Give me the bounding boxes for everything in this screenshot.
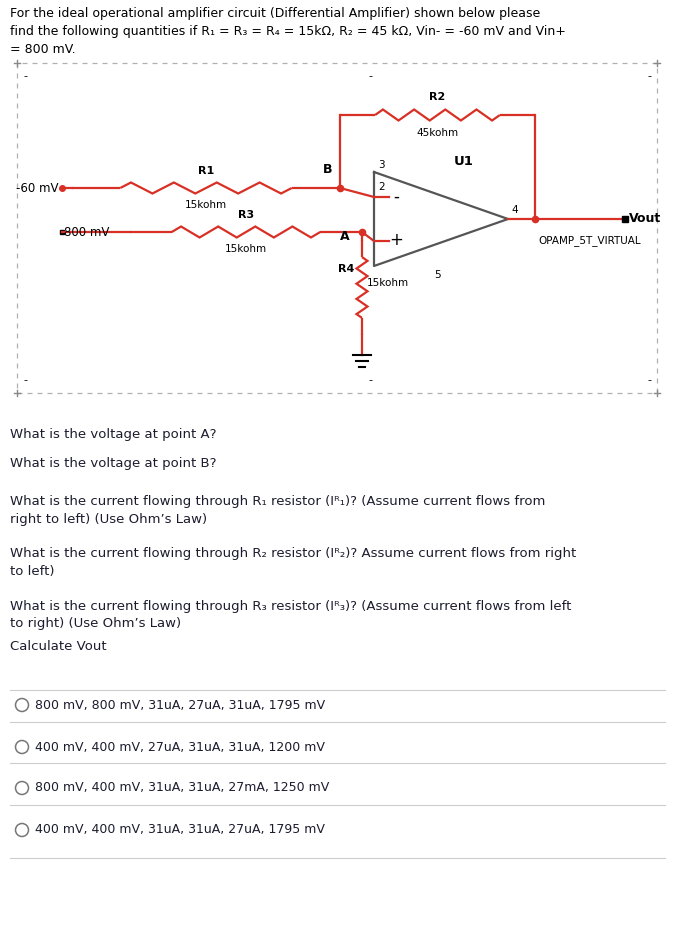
Text: R3: R3	[238, 210, 254, 220]
Text: 4: 4	[511, 205, 518, 215]
Text: -: -	[23, 375, 27, 385]
Text: A: A	[340, 231, 350, 243]
Text: For the ideal operational amplifier circuit (Differential Amplifier) shown below: For the ideal operational amplifier circ…	[10, 7, 540, 20]
Text: 400 mV, 400 mV, 31uA, 31uA, 27uA, 1795 mV: 400 mV, 400 mV, 31uA, 31uA, 27uA, 1795 m…	[35, 824, 325, 837]
Text: 3: 3	[378, 160, 385, 170]
Text: U1: U1	[454, 155, 474, 168]
Text: What is the current flowing through R₃ resistor (Iᴿ₃)? (Assume current flows fro: What is the current flowing through R₃ r…	[10, 600, 571, 630]
Text: 15kohm: 15kohm	[367, 279, 409, 289]
Bar	[17, 63, 657, 393]
Text: 800 mV: 800 mV	[64, 225, 109, 238]
Text: OPAMP_5T_VIRTUAL: OPAMP_5T_VIRTUAL	[538, 236, 641, 247]
Text: -: -	[647, 71, 651, 81]
Text: 5: 5	[434, 270, 441, 280]
Text: R2: R2	[429, 92, 446, 102]
Text: What is the voltage at point B?: What is the voltage at point B?	[10, 457, 217, 470]
Text: 400 mV, 400 mV, 27uA, 31uA, 31uA, 1200 mV: 400 mV, 400 mV, 27uA, 31uA, 31uA, 1200 m…	[35, 741, 325, 754]
Text: What is the current flowing through R₁ resistor (Iᴿ₁)? (Assume current flows fro: What is the current flowing through R₁ r…	[10, 495, 545, 525]
Text: -: -	[23, 71, 27, 81]
Text: B: B	[323, 163, 333, 176]
Text: +: +	[389, 231, 403, 249]
Text: 45kohm: 45kohm	[416, 128, 458, 138]
Text: 800 mV, 800 mV, 31uA, 27uA, 31uA, 1795 mV: 800 mV, 800 mV, 31uA, 27uA, 31uA, 1795 m…	[35, 698, 325, 712]
Text: = 800 mV.: = 800 mV.	[10, 43, 76, 56]
Text: R4: R4	[338, 264, 354, 274]
Text: -: -	[368, 71, 372, 81]
Text: 800 mV, 400 mV, 31uA, 31uA, 27mA, 1250 mV: 800 mV, 400 mV, 31uA, 31uA, 27mA, 1250 m…	[35, 782, 329, 795]
Text: find the following quantities if R₁ = R₃ = R₄ = 15kΩ, R₂ = 45 kΩ, Vin- = -60 mV : find the following quantities if R₁ = R₃…	[10, 25, 566, 38]
Text: What is the current flowing through R₂ resistor (Iᴿ₂)? Assume current flows from: What is the current flowing through R₂ r…	[10, 547, 576, 578]
Text: Calculate Vout: Calculate Vout	[10, 640, 107, 653]
Text: -60 mV: -60 mV	[16, 181, 58, 194]
Text: -: -	[368, 375, 372, 385]
Text: 15kohm: 15kohm	[185, 200, 227, 210]
Text: 2: 2	[378, 182, 385, 192]
Text: R1: R1	[198, 166, 214, 176]
Text: -: -	[647, 375, 651, 385]
Text: -: -	[393, 188, 399, 206]
Text: 15kohm: 15kohm	[225, 244, 267, 254]
Text: What is the voltage at point A?: What is the voltage at point A?	[10, 428, 217, 441]
Text: Vout: Vout	[629, 212, 662, 225]
